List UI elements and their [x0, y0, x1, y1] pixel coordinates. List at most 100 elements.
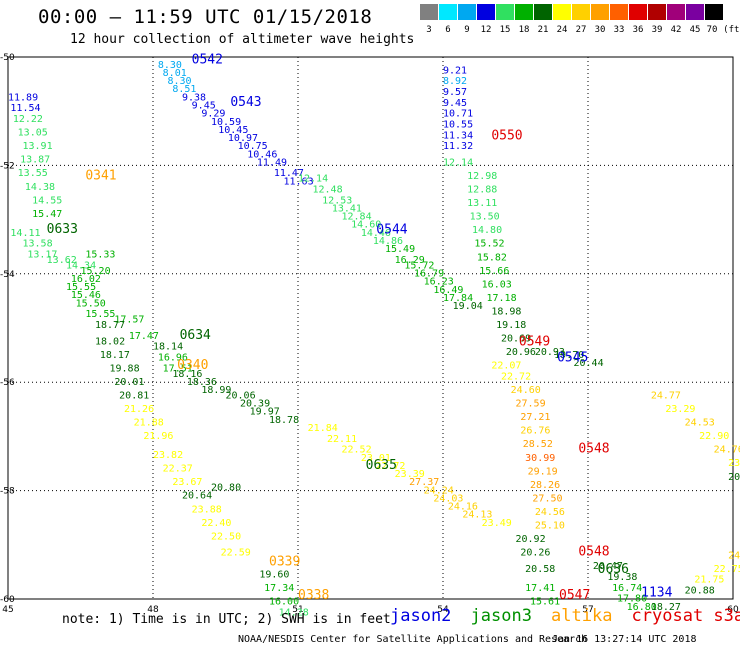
wave-height-label: 17.84 [443, 293, 473, 304]
wave-height-label: 10.46 [247, 149, 277, 160]
wave-height-label: 14.86 [373, 236, 403, 247]
wave-height-label: 23.88 [192, 504, 222, 515]
scale-swatch [515, 4, 533, 20]
wave-height-label: 14.46 [361, 228, 391, 239]
wave-height-label: 16.03 [482, 279, 512, 290]
wave-height-label: 20.10 [728, 472, 740, 483]
legend-altika: altika [551, 606, 613, 626]
wave-height-label: 11.34 [443, 130, 473, 141]
wave-height-label: 23.26 [728, 458, 740, 469]
wave-height-label: 16.02 [71, 274, 101, 285]
scale-swatch [477, 4, 495, 20]
map-subtitle: 12 hour collection of altimeter wave hei… [70, 32, 415, 47]
wave-height-label: 27.50 [532, 493, 562, 504]
wave-height-label: 17.18 [487, 293, 517, 304]
wave-height-label: 13.17 [27, 250, 57, 261]
wave-height-label: 11.54 [10, 103, 40, 114]
wave-height-label: 27.37 [409, 477, 439, 488]
wave-height-label: 11.32 [443, 141, 473, 152]
wave-height-label: 22.11 [327, 434, 357, 445]
wave-height-label: 15.61 [530, 596, 560, 607]
track-id-label: 0547 [559, 588, 590, 603]
lon-tick-label: 51 [292, 605, 303, 615]
lat-tick-label: -60 [0, 595, 15, 605]
wave-height-label: 24.60 [511, 385, 541, 396]
track-id-label: 0339 [269, 554, 300, 569]
wave-height-label: 20.26 [520, 548, 550, 559]
lon-tick-label: 48 [147, 605, 159, 615]
track-id-label: 0550 [491, 128, 522, 143]
wave-height-label: 18.78 [269, 415, 299, 426]
lat-tick-label: -52 [0, 161, 15, 171]
wave-height-label: 20.58 [525, 564, 555, 575]
wave-height-label: 17.34 [264, 583, 294, 594]
wave-height-label: 20.88 [685, 586, 715, 597]
scale-label: 36 [632, 25, 644, 35]
wave-height-label: 20.44 [574, 358, 604, 369]
lat-tick-label: -50 [0, 53, 15, 63]
track-id-label: 0634 [180, 328, 211, 343]
wave-height-label: 14.11 [10, 228, 40, 239]
wave-height-label: 15.47 [32, 209, 62, 220]
wave-height-label: 24.77 [651, 390, 681, 401]
wave-height-label: 28.52 [523, 439, 553, 450]
scale-label: 15 [499, 25, 511, 35]
wave-height-label: 13.87 [20, 155, 50, 166]
scale-label: 30 [594, 25, 606, 35]
wave-height-label: 18.17 [100, 350, 130, 361]
wave-height-label: 8.51 [172, 84, 196, 95]
wave-height-label: 9.45 [192, 100, 216, 111]
lat-tick-label: -54 [0, 270, 15, 280]
wave-height-label: 12.48 [313, 185, 343, 196]
scale-swatch [458, 4, 476, 20]
wave-height-label: 22.40 [201, 518, 231, 529]
wave-height-label: 16.49 [433, 285, 463, 296]
wave-height-label: 20.80 [211, 483, 241, 494]
wave-height-label: 18.14 [153, 342, 183, 353]
wave-height-label: 8.92 [443, 76, 467, 87]
legend-cryosat: cryosat s3a [631, 606, 740, 626]
scale-label: 27 [575, 25, 587, 35]
wave-height-label: 16.80 [627, 602, 657, 613]
wave-height-label: 19.97 [250, 407, 280, 418]
wave-height-label: 20.93 [535, 347, 565, 358]
scale-swatch [705, 4, 723, 20]
wave-height-label: 18.36 [187, 377, 217, 388]
wave-height-label: 23.67 [172, 477, 202, 488]
wave-height-label: 17.57 [114, 315, 144, 326]
lat-tick-label: -56 [0, 378, 15, 388]
track-id-label: 0633 [47, 222, 78, 237]
wave-height-label: 17.80 [617, 594, 647, 605]
wave-height-label: 16.96 [158, 353, 188, 364]
wave-height-label: 20.47 [593, 561, 623, 572]
wave-height-label: 20.06 [226, 390, 256, 401]
scale-label: 39 [651, 25, 663, 35]
wave-height-label: 11.47 [274, 168, 304, 179]
wave-height-label: 10.97 [228, 133, 258, 144]
wave-height-label: 13.05 [18, 128, 48, 139]
wave-height-label: 10.75 [238, 141, 268, 152]
track-id-label: 0549 [519, 334, 550, 349]
wave-height-label: 24.20 [728, 550, 740, 561]
wave-height-label: 21.88 [134, 418, 164, 429]
wave-height-label: 18.02 [95, 336, 125, 347]
track-id-label: 0548 [578, 545, 609, 560]
track-id-label: 0542 [192, 53, 223, 68]
wave-height-label: 13.41 [332, 203, 362, 214]
lon-tick-label: 54 [437, 605, 449, 615]
legend-jason2: jason2 [390, 606, 452, 626]
lon-tick-label: 60 [727, 605, 739, 615]
scale-unit: (ft) [723, 25, 740, 35]
wave-height-label: 12.22 [13, 114, 43, 125]
scale-swatch [439, 4, 457, 20]
track-id-label: 0545 [557, 351, 588, 366]
wave-height-label: 18.16 [172, 369, 202, 380]
wave-height-label: 24.24 [424, 485, 454, 496]
wave-height-label: 22.07 [491, 361, 521, 372]
track-id-label: 0635 [366, 458, 397, 473]
wave-height-label: 23.01 [361, 453, 391, 464]
wave-height-label: 17.51 [163, 363, 193, 374]
track-id-label: 1134 [641, 585, 672, 600]
wave-height-label: 22.59 [221, 548, 251, 559]
